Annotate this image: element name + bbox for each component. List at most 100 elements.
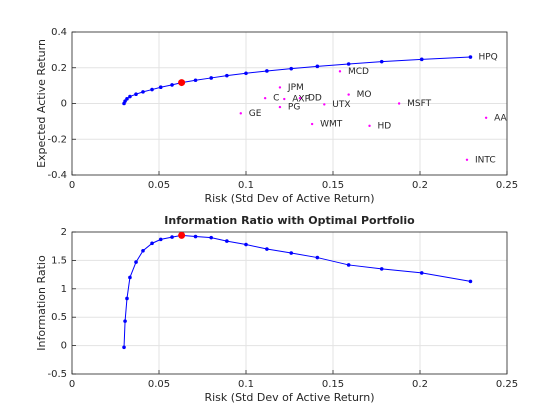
asset-label: DD bbox=[308, 94, 322, 104]
asset-label: MSFT bbox=[407, 99, 431, 109]
asset-point bbox=[278, 105, 282, 109]
asset-point bbox=[338, 70, 342, 73]
asset-point bbox=[298, 96, 302, 100]
asset-label: C bbox=[273, 94, 279, 104]
frontier-point bbox=[289, 66, 294, 71]
asset-point bbox=[368, 124, 371, 128]
frontier-point bbox=[289, 251, 294, 255]
y-tick-label: 0 bbox=[61, 99, 67, 110]
x-tick-label: 0.2 bbox=[412, 379, 428, 390]
frontier-point bbox=[125, 97, 129, 101]
frontier-point bbox=[170, 83, 174, 87]
optimal-portfolio bbox=[178, 79, 186, 87]
frontier-point bbox=[225, 239, 229, 243]
frontier-point bbox=[209, 235, 213, 240]
asset-point bbox=[347, 93, 350, 96]
asset-label: UTX bbox=[332, 100, 350, 110]
y-tick-label: -0.4 bbox=[47, 170, 67, 181]
frontier-point bbox=[158, 85, 163, 90]
y-tick-label: 0.5 bbox=[51, 312, 67, 323]
asset-label: INTC bbox=[475, 155, 496, 165]
frontier-point bbox=[134, 92, 138, 97]
axes-box bbox=[71, 231, 508, 375]
frontier-point bbox=[209, 76, 213, 80]
frontier-point bbox=[315, 255, 320, 260]
asset-point bbox=[283, 97, 286, 101]
frontier-point bbox=[315, 64, 320, 69]
asset-point bbox=[239, 112, 242, 115]
frontier-point bbox=[193, 78, 198, 83]
frontier-point bbox=[265, 69, 269, 73]
frontier-point bbox=[419, 271, 424, 275]
x-tick-label: 0.1 bbox=[238, 379, 254, 390]
frontier-point bbox=[379, 267, 384, 271]
asset-point bbox=[465, 158, 469, 162]
x-tick-label: 0.15 bbox=[322, 379, 344, 390]
frontier-point bbox=[122, 345, 126, 350]
asset-point bbox=[323, 103, 326, 106]
asset-label: PG bbox=[288, 103, 300, 113]
asset-label: AXP bbox=[292, 95, 310, 105]
x-tick-label: 0.2 bbox=[412, 180, 428, 191]
frontier-point bbox=[128, 275, 132, 280]
x-tick-label: 0.25 bbox=[496, 379, 518, 390]
frontier-point bbox=[244, 71, 248, 76]
frontier-point bbox=[244, 242, 248, 247]
frontier-point bbox=[150, 241, 154, 246]
x-tick-label: 0.25 bbox=[496, 180, 518, 191]
asset-point bbox=[310, 122, 314, 126]
frontier-point bbox=[265, 247, 269, 251]
frontier-point bbox=[379, 59, 384, 64]
asset-label: MO bbox=[357, 90, 372, 100]
asset-label: MCD bbox=[348, 67, 369, 77]
x-tick-label: 0.15 bbox=[322, 180, 344, 191]
asset-label: AA bbox=[494, 113, 507, 123]
frontier-point bbox=[150, 87, 154, 92]
asset-point bbox=[278, 86, 282, 89]
y-tick-label: 0 bbox=[61, 341, 67, 352]
frontier-point bbox=[346, 62, 351, 66]
y-tick-label: 2 bbox=[61, 227, 67, 238]
asset-label: HPQ bbox=[478, 53, 497, 63]
x-tick-label: 0.05 bbox=[148, 379, 170, 390]
asset-point bbox=[263, 96, 267, 100]
chart-title: Information Ratio with Optimal Portfolio bbox=[164, 214, 415, 227]
frontier-point bbox=[225, 73, 229, 78]
frontier-point bbox=[134, 260, 138, 264]
frontier-point bbox=[125, 296, 129, 301]
frontier-point bbox=[141, 248, 145, 253]
axes-box bbox=[71, 31, 508, 176]
asset-point bbox=[484, 116, 488, 120]
optimal-portfolio bbox=[178, 231, 186, 239]
y-tick-label: -0.5 bbox=[47, 369, 67, 380]
y-tick-label: 1 bbox=[61, 284, 67, 295]
frontier-point bbox=[123, 319, 127, 323]
y-tick-label: -0.2 bbox=[47, 134, 67, 145]
plot-area bbox=[72, 232, 507, 374]
asset-label: HD bbox=[378, 121, 392, 131]
x-tick-label: 0.05 bbox=[148, 180, 170, 191]
frontier-point bbox=[141, 90, 145, 94]
asset-label: WMT bbox=[320, 120, 343, 130]
frontier-point bbox=[158, 237, 163, 242]
frontier-point bbox=[468, 279, 473, 284]
frontier-point bbox=[170, 235, 174, 239]
asset-label: GE bbox=[249, 109, 262, 119]
x-tick-label: 0.1 bbox=[238, 180, 254, 191]
asset-label: JPM bbox=[287, 83, 304, 93]
x-tick-label: 0 bbox=[69, 180, 75, 191]
frontier-point bbox=[419, 57, 424, 62]
frontier-point bbox=[193, 234, 198, 239]
y-tick-label: 1.5 bbox=[51, 255, 67, 266]
frontier-point bbox=[128, 94, 132, 99]
y-tick-label: 0.4 bbox=[51, 27, 67, 38]
x-tick-label: 0 bbox=[69, 379, 75, 390]
y-axis-label: Information Ratio bbox=[35, 255, 48, 351]
x-axis-label: Risk (Std Dev of Active Return) bbox=[204, 192, 374, 205]
frontier-point bbox=[468, 55, 473, 59]
frontier-point bbox=[346, 263, 351, 267]
asset-point bbox=[397, 102, 401, 105]
x-axis-label: Risk (Std Dev of Active Return) bbox=[204, 391, 374, 404]
y-tick-label: 0.2 bbox=[51, 63, 67, 74]
